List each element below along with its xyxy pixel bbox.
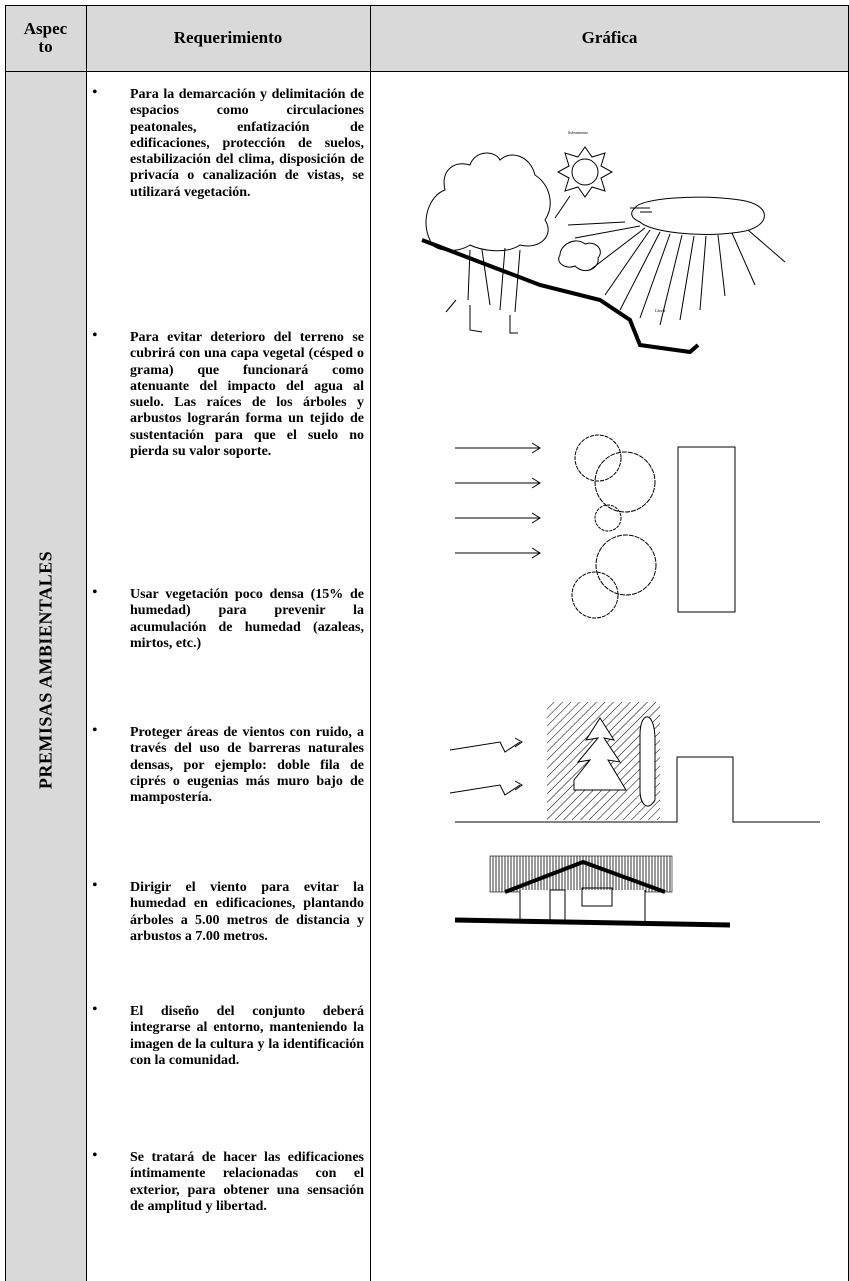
rain: [567, 221, 786, 326]
arrow: [455, 512, 541, 524]
requirement-text: Para la demarcación y delimitación de es…: [130, 87, 364, 200]
header-cell: Aspecto: [5, 5, 86, 71]
graphic-label: Lluvia: [655, 308, 666, 313]
border: [86, 5, 87, 1281]
drawing-wind-trees: [455, 434, 736, 619]
requirement: • Para la demarcación y delimitación de e…: [92, 84, 364, 200]
drawing-climate: Soleamiento Lluvia: [421, 130, 786, 355]
requirement-text: Usar vegetación poco densa (15% de humed…: [130, 587, 364, 651]
header-cell: Requerimiento: [86, 5, 370, 71]
requirement-text: Proteger áreas de vientos con ruido, a t…: [130, 725, 364, 806]
border: [5, 71, 849, 72]
arrow: [455, 547, 541, 559]
border: [5, 5, 849, 6]
border: [370, 5, 371, 1281]
graphic-label: Soleamiento: [568, 130, 588, 135]
requirement-text: El diseño del conjunto deberá integrarse…: [130, 1004, 364, 1068]
requirement: • Proteger áreas de vientos con ruido, a …: [92, 722, 364, 806]
requirement-text: Dirigir el viento para evitar la humedad…: [130, 880, 364, 944]
header-cell: Gráfica: [370, 5, 849, 71]
border: [5, 5, 6, 1281]
requirement-text: Para evitar deterioro del terreno se cub…: [130, 330, 364, 460]
header-row: [86, 5, 849, 71]
drawing-barrier: [449, 702, 820, 823]
header-text: Requerimiento: [173, 28, 283, 47]
requirement: • Usar vegetación poco densa (15% de hume…: [92, 584, 364, 651]
requirement: • Dirigir el viento para evitar la humeda…: [92, 877, 364, 944]
requirement: • Se tratará de hacer las edificaciones í…: [92, 1147, 364, 1214]
drawing-house: [454, 855, 731, 928]
arrow: [455, 477, 541, 489]
requirement: • El diseño del conjunto deberá integrars…: [92, 1001, 364, 1068]
header-text: Gráfica: [581, 28, 638, 47]
arrow: [455, 442, 541, 454]
header-text: Aspecto: [23, 19, 68, 56]
requirement-text: Se tratará de hacer las edificaciones ín…: [130, 1150, 364, 1214]
requirement: • Para evitar deterioro del terreno se cu…: [92, 327, 364, 460]
aspect-column: [5, 5, 86, 1281]
